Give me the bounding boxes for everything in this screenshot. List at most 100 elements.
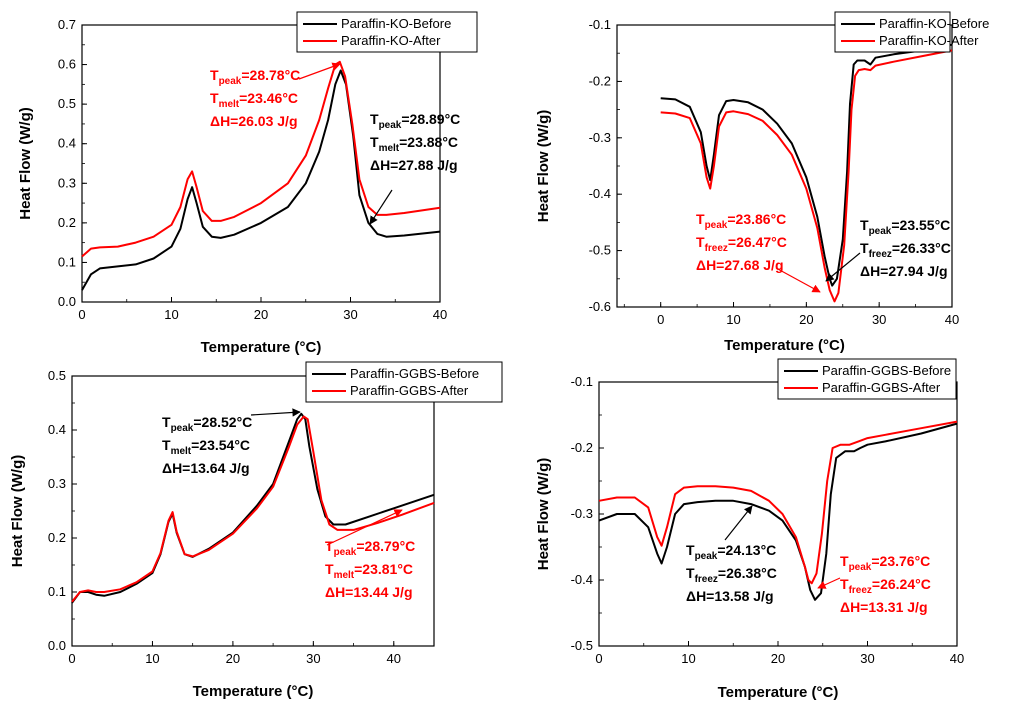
annotation-line: ΔH=13.44 J/g xyxy=(325,584,413,600)
annotation-main: T xyxy=(860,240,869,256)
x-tick-label: 40 xyxy=(945,312,959,327)
legend-entry: Paraffin-GGBS-Before xyxy=(822,363,951,378)
x-tick-label: 20 xyxy=(254,307,268,322)
annotation-subscript: peak xyxy=(334,547,357,558)
x-axis-label: Temperature (°C) xyxy=(718,684,839,701)
annotation-line: Tfreez=26.24°C xyxy=(840,576,931,596)
annotation-subscript: freez xyxy=(849,585,872,596)
y-tick-label: 0.2 xyxy=(58,215,76,230)
annotation-main: ΔH=13.58 J/g xyxy=(686,588,774,604)
y-tick-label: -0.1 xyxy=(589,17,611,32)
x-tick-label: 30 xyxy=(306,651,320,666)
annotation-main: T xyxy=(162,414,171,430)
y-tick-label: 0.0 xyxy=(58,294,76,309)
series-line-paraffin-ko-after xyxy=(660,49,953,303)
y-tick-label: -0.4 xyxy=(571,572,593,587)
legend-entry: Paraffin-GGBS-After xyxy=(350,383,469,398)
y-tick-label: -0.2 xyxy=(571,440,593,455)
x-axis-label: Temperature (°C) xyxy=(724,337,845,354)
x-tick-label: 30 xyxy=(860,651,874,666)
annotation-main: ΔH=26.03 J/g xyxy=(210,113,298,129)
y-tick-label: -0.4 xyxy=(589,186,611,201)
y-tick-label: -0.6 xyxy=(589,299,611,314)
y-tick-label: -0.5 xyxy=(571,638,593,653)
annotation-subscript: freez xyxy=(869,249,892,260)
annotation-main: ΔH=13.31 J/g xyxy=(840,599,928,615)
series-line-paraffin-ggbs-before xyxy=(598,422,958,601)
annotation-subscript: melt xyxy=(171,446,192,457)
legend-entry: Paraffin-KO-Before xyxy=(879,16,989,31)
annotation-subscript: melt xyxy=(334,570,355,581)
annotation-line: Tmelt=23.88°C xyxy=(370,134,458,154)
annotation-subscript: peak xyxy=(695,551,718,562)
annotation-main: T xyxy=(162,437,171,453)
annotation-rest: =23.54°C xyxy=(191,437,250,453)
x-tick-label: 20 xyxy=(226,651,240,666)
annotation-line: Tfreez=26.38°C xyxy=(686,565,777,585)
y-axis-label: Heat Flow (W/g) xyxy=(17,107,34,220)
x-tick-label: 0 xyxy=(68,651,75,666)
annotation-main: ΔH=27.88 J/g xyxy=(370,157,458,173)
legend-box xyxy=(834,11,951,53)
legend-entry: Paraffin-GGBS-After xyxy=(822,380,941,395)
y-tick-label: 0.1 xyxy=(48,584,66,599)
legend-entry: Paraffin-KO-After xyxy=(879,33,979,48)
annotation-arrow xyxy=(825,252,861,282)
x-tick-label: 40 xyxy=(950,651,964,666)
annotation-arrow xyxy=(775,267,821,293)
series-line-paraffin-ggbs-after xyxy=(598,420,958,585)
annotation-rest: =23.76°C xyxy=(871,553,930,569)
annotation-rest: =23.81°C xyxy=(354,561,413,577)
annotation-rest: =26.33°C xyxy=(892,240,951,256)
x-tick-label: 40 xyxy=(433,307,447,322)
y-tick-label: -0.5 xyxy=(589,243,611,258)
y-tick-label: 0.0 xyxy=(48,638,66,653)
legend: Paraffin-KO-Before Paraffin-KO-After xyxy=(834,11,989,53)
x-axis-label: Temperature (°C) xyxy=(201,339,322,356)
series-line-paraffin-ggbs-after xyxy=(71,415,435,603)
annotation-main: T xyxy=(210,90,219,106)
series-line-paraffin-ko-after xyxy=(81,60,441,258)
annotation-rest: =24.13°C xyxy=(717,542,776,558)
annotation-main: T xyxy=(860,217,869,233)
annotation-rest: =23.88°C xyxy=(399,134,458,150)
annotation-line: ΔH=27.68 J/g xyxy=(696,257,784,273)
annotation-subscript: melt xyxy=(219,99,240,110)
x-tick-label: 0 xyxy=(78,307,85,322)
annotation-arrow xyxy=(250,408,301,417)
legend-box xyxy=(305,361,503,403)
annotation-main: T xyxy=(325,561,334,577)
annotation-arrow xyxy=(298,62,341,80)
y-tick-label: 0.5 xyxy=(58,96,76,111)
annotation-line: Tpeak=23.86°C xyxy=(696,211,786,231)
annotation-rest: =28.89°C xyxy=(401,111,460,127)
series-line-paraffin-ko-before xyxy=(81,69,441,291)
annotation-rest: =28.78°C xyxy=(241,67,300,83)
legend-box xyxy=(777,358,957,400)
annotation-line: ΔH=13.64 J/g xyxy=(162,460,250,476)
annotation-subscript: peak xyxy=(219,76,242,87)
annotation-rest: =26.24°C xyxy=(872,576,931,592)
annotation-rest: =23.46°C xyxy=(239,90,298,106)
x-tick-label: 30 xyxy=(872,312,886,327)
annotation-subscript: peak xyxy=(379,120,402,131)
y-tick-label: 0.4 xyxy=(58,136,76,151)
y-tick-label: -0.3 xyxy=(571,506,593,521)
annotation-line: Tmelt=23.81°C xyxy=(325,561,413,581)
y-tick-label: 0.7 xyxy=(58,17,76,32)
x-tick-label: 10 xyxy=(145,651,159,666)
annotation-line: ΔH=27.94 J/g xyxy=(860,263,948,279)
annotation-subscript: melt xyxy=(379,143,400,154)
annotation-line: Tpeak=23.55°C xyxy=(860,217,950,237)
chart-panel-2: 0 10 20 30 40 -0.6 -0.5 -0.4 -0.3 -0.2 -0.1 Tempera… xyxy=(535,11,989,354)
y-tick-label: 0.1 xyxy=(58,254,76,269)
y-tick-label: 0.4 xyxy=(48,422,66,437)
x-tick-label: 10 xyxy=(726,312,740,327)
x-tick-label: 40 xyxy=(387,651,401,666)
y-tick-label: 0.6 xyxy=(58,57,76,72)
chart-panel-3: 0 10 20 30 40 0.0 0.1 0.2 0.3 0.4 0.5 Temperature (… xyxy=(9,361,503,700)
annotation-line: Tpeak=28.89°C xyxy=(370,111,460,131)
annotation-main: T xyxy=(370,111,379,127)
series-line-paraffin-ko-before xyxy=(660,43,953,287)
